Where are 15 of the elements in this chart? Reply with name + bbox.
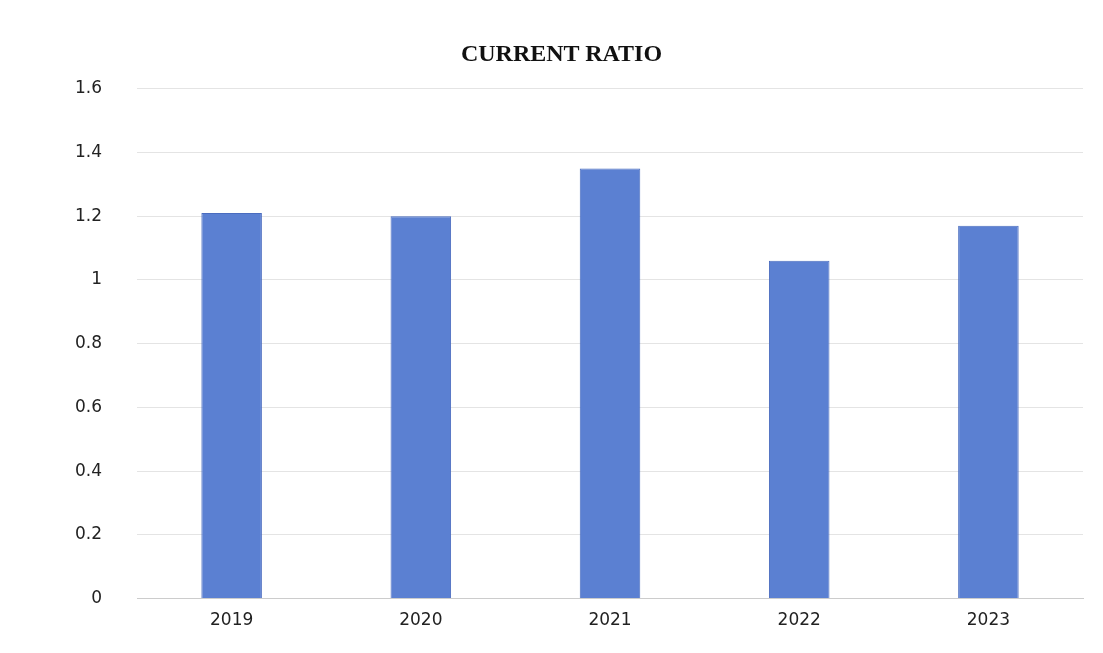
x-tick-label: 2022	[777, 609, 821, 630]
y-tick-label: 1.6	[74, 77, 103, 98]
y-tick-label: 0.8	[74, 332, 103, 353]
y-tick-label: 0.6	[74, 395, 103, 416]
y-tick-label: 1	[91, 268, 103, 289]
x-tick-label: 2021	[588, 609, 632, 630]
x-tick-label: 2023	[966, 609, 1011, 630]
x-tick-label: 2020	[399, 609, 443, 630]
y-tick-label: 1.2	[74, 204, 103, 225]
chart-title: CURRENT RATIO	[460, 39, 663, 66]
y-tick-label: 0.2	[74, 523, 103, 544]
y-tick-label: 0	[91, 587, 103, 608]
x-tick-label: 2019	[210, 609, 254, 630]
y-tick-label: 1.4	[74, 140, 103, 161]
y-tick-label: 0.4	[74, 459, 103, 480]
